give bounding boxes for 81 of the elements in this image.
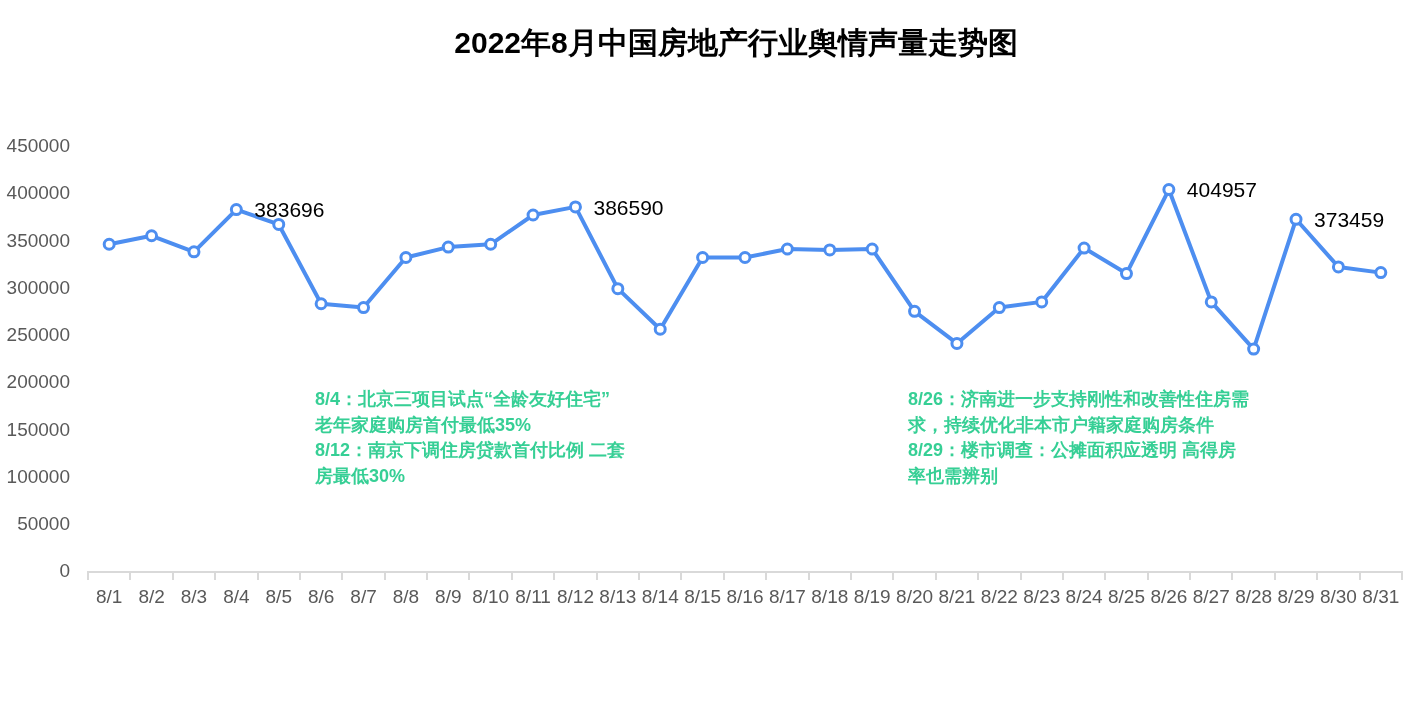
y-tick-label: 100000 <box>6 465 70 487</box>
annotation: 8/4：北京三项目试点“全龄友好住宅”老年家庭购房首付最低35% <box>315 388 612 437</box>
data-label: 386590 <box>593 195 664 219</box>
point <box>696 251 710 264</box>
data-label: 383696 <box>254 198 325 222</box>
y-tick-label: 50000 <box>17 513 70 535</box>
y-tick-label: 0 <box>59 560 70 582</box>
point <box>568 200 582 214</box>
x-tick-label: 8/21 <box>938 585 976 607</box>
x-tick-label: 8/2 <box>138 585 165 607</box>
point <box>102 237 116 251</box>
point <box>1162 183 1176 197</box>
x-tick-label: 8/19 <box>853 585 891 607</box>
x-tick-label: 8/31 <box>1362 585 1400 607</box>
point <box>780 242 794 256</box>
point <box>1119 267 1133 281</box>
point <box>992 301 1006 315</box>
data-label: 373459 <box>1314 208 1385 232</box>
point <box>823 243 837 257</box>
y-tick-label: 350000 <box>6 229 70 251</box>
x-tick-label: 8/26 <box>1150 585 1188 607</box>
x-tick-label: 8/9 <box>435 585 462 607</box>
x-tick-label: 8/7 <box>350 585 377 607</box>
chart-title: 2022年8月中国房地产行业舆情声量走势图 <box>454 26 1018 59</box>
x-tick-label: 8/15 <box>684 585 722 607</box>
x-tick-label: 8/10 <box>472 585 510 607</box>
x-tick-label: 8/17 <box>768 585 806 607</box>
point <box>908 304 922 318</box>
point <box>653 322 667 336</box>
x-tick-label: 8/29 <box>1277 585 1315 607</box>
x-tick-label: 8/22 <box>980 585 1018 607</box>
y-tick-label: 150000 <box>6 418 70 440</box>
x-tick-label: 8/20 <box>896 585 934 607</box>
y-tick-label: 400000 <box>6 182 70 204</box>
point <box>229 203 243 217</box>
x-tick-label: 8/30 <box>1319 585 1357 607</box>
point <box>738 251 752 264</box>
annotation: 8/26：济南进一步支持刚性和改善性住房需求，持续优化非本市户籍家庭购房条件 <box>908 388 1250 437</box>
x-tick-label: 8/12 <box>556 585 594 607</box>
point <box>145 229 159 243</box>
point <box>611 282 625 296</box>
x-tick-label: 8/4 <box>223 585 250 607</box>
x-tick-label: 8/5 <box>265 585 292 607</box>
point <box>950 336 964 350</box>
point <box>1289 212 1303 226</box>
point <box>484 237 498 251</box>
point <box>1374 266 1388 280</box>
point <box>1204 295 1218 309</box>
x-tick-label: 8/18 <box>811 585 849 607</box>
x-tick-label: 8/11 <box>515 585 551 607</box>
point <box>187 245 201 259</box>
x-tick-label: 8/8 <box>392 585 420 607</box>
point <box>314 297 328 311</box>
x-tick-label: 8/6 <box>307 585 335 607</box>
point <box>441 240 455 254</box>
point <box>357 301 371 315</box>
y-tick-label: 450000 <box>6 135 70 157</box>
x-tick-label: 8/28 <box>1235 585 1273 607</box>
y-tick-label: 300000 <box>6 276 70 298</box>
point <box>1035 295 1049 309</box>
x-tick-label: 8/14 <box>641 585 680 607</box>
x-tick-label: 8/27 <box>1192 585 1230 607</box>
x-tick-label: 8/25 <box>1107 585 1145 607</box>
x-tick-label: 8/3 <box>180 585 208 607</box>
point <box>526 208 540 222</box>
x-tick-label: 8/1 <box>95 585 123 607</box>
point <box>1331 260 1345 274</box>
point <box>1247 342 1261 356</box>
annotation: 8/12：南京下调住房贷款首付比例 二套房最低30% <box>315 439 626 488</box>
data-label: 404957 <box>1186 178 1257 202</box>
x-tick-label: 8/23 <box>1023 585 1061 607</box>
point <box>865 242 879 256</box>
x-tick-label: 8/16 <box>726 585 764 607</box>
x-tick-label: 8/24 <box>1065 585 1104 607</box>
point <box>399 251 413 264</box>
y-tick-label: 250000 <box>6 324 70 346</box>
point <box>272 217 286 231</box>
x-tick-label: 8/13 <box>599 585 637 607</box>
y-tick-label: 200000 <box>6 371 70 393</box>
point <box>1077 241 1091 255</box>
annotation: 8/29：楼市调查：公摊面积应透明 高得房率也需辨别 <box>908 439 1238 488</box>
